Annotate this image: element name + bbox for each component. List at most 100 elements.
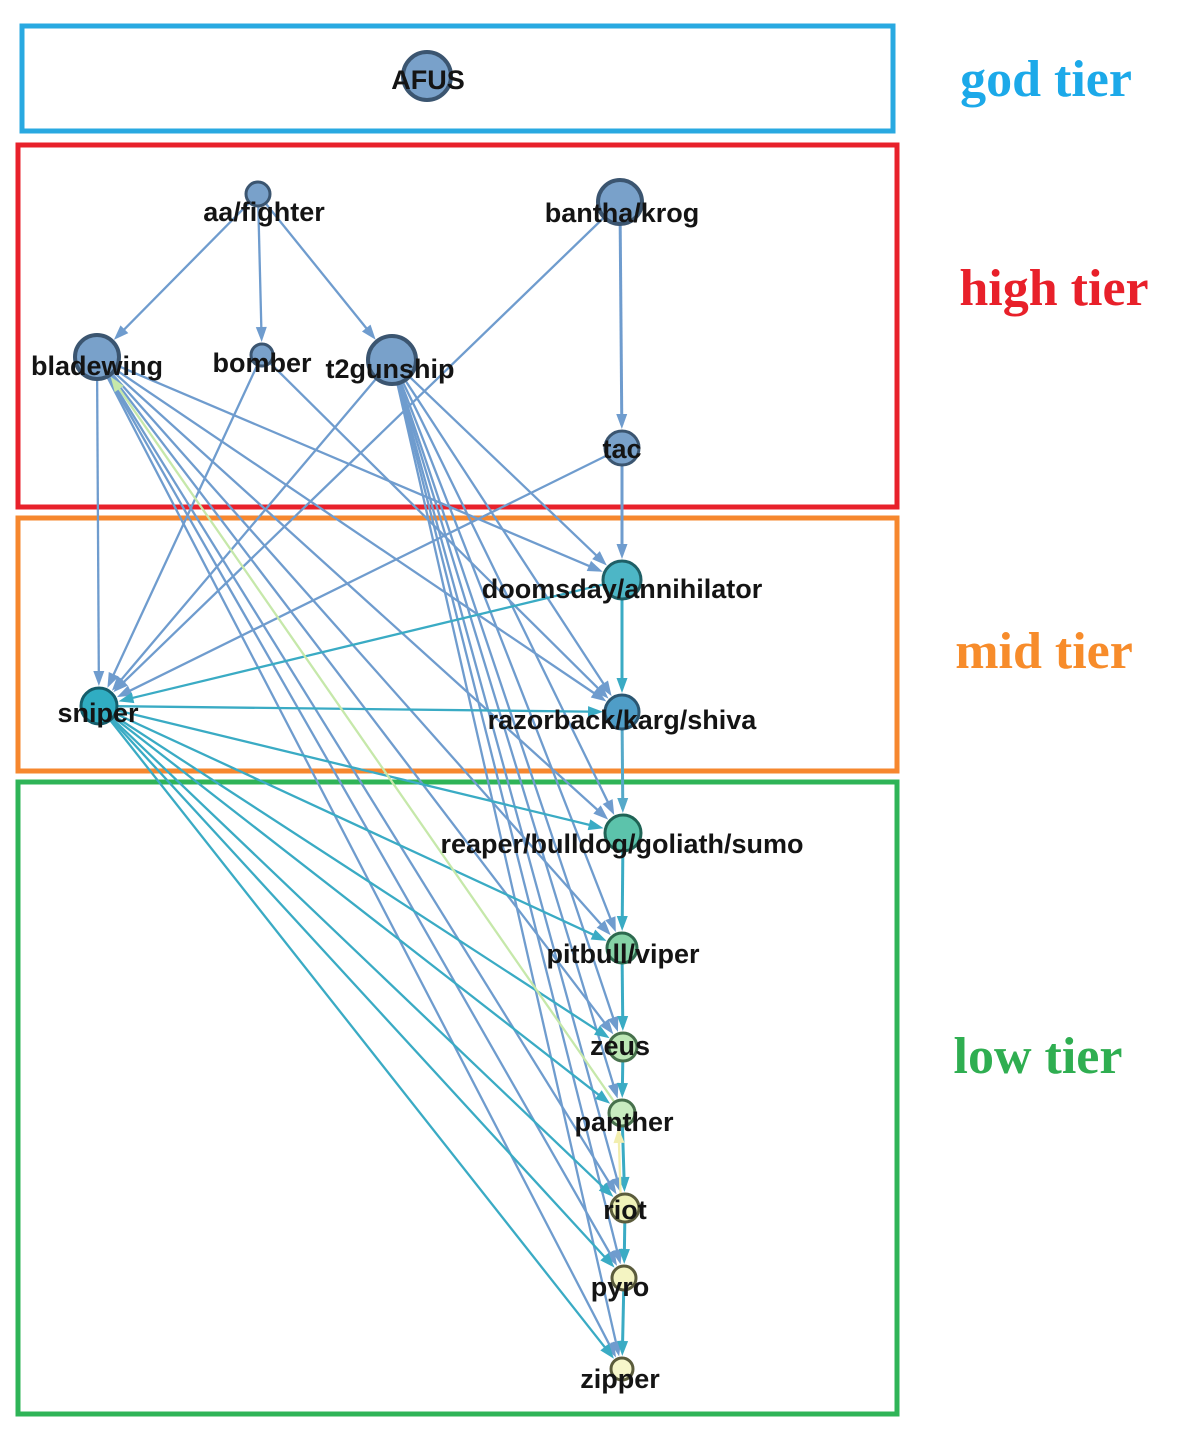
arrowhead-bomber-sniper (107, 671, 119, 688)
edge-sniper-zipper (98, 705, 613, 1357)
arrowhead-bladewing-riot (603, 1178, 617, 1195)
node-label-razorback: razorback/karg/shiva (488, 705, 758, 735)
edge-bantha-sniper (115, 201, 621, 691)
arrowhead-t2gunship-pyro (611, 1248, 623, 1265)
arrowhead-doomsday-razorback (616, 678, 628, 693)
node-label-doomsday: doomsday/annihilator (482, 574, 763, 604)
arrowhead-sniper-zipper (600, 1343, 614, 1359)
node-label-tac: tac (602, 434, 641, 464)
arrowhead-doomsday-sniper (118, 692, 135, 704)
node-label-zeus: zeus (590, 1031, 650, 1061)
edge-sniper-pitbull (98, 704, 604, 941)
node-bomber (249, 342, 275, 368)
arrowhead-t2gunship-panther (607, 1082, 619, 1099)
arrowhead-aa_fighter-bomber (255, 326, 267, 343)
arrowhead-sniper-razorback (587, 706, 604, 718)
node-razorback (603, 693, 641, 731)
node-label-bomber: bomber (212, 348, 312, 378)
node-riot (609, 1192, 641, 1224)
arrowhead-reaper-pitbull (616, 915, 628, 932)
arrowhead-bladewing-razorback (590, 688, 607, 702)
node-label-zipper: zipper (580, 1364, 660, 1394)
arrowhead-bladewing-sniper (93, 670, 105, 687)
arrowhead-sniper-riot (598, 1182, 614, 1197)
arrowhead-t2gunship-zeus (607, 1015, 619, 1032)
arrowhead-sniper-reaper (587, 819, 604, 831)
arrowhead-razorback-reaper (617, 797, 629, 814)
node-label-afus: AFUS (391, 65, 465, 95)
node-label-riot: riot (603, 1195, 647, 1225)
edge-bladewing-doomsday (96, 355, 600, 572)
tier-label-high: high tier (959, 260, 1148, 317)
node-doomsday (601, 559, 643, 601)
tier-box-mid (15, 515, 900, 774)
arrowhead-aa_fighter-bladewing (113, 325, 129, 340)
tier-label-god: god tier (960, 51, 1132, 108)
edge-t2gunship-zeus (390, 359, 618, 1029)
edge-t2gunship-reaper (390, 359, 614, 812)
node-afus (401, 50, 453, 102)
edge-bladewing-sniper (95, 356, 101, 683)
node-sniper (79, 686, 119, 726)
node-label-t2gunship: t2gunship (326, 354, 455, 384)
node-label-aa_fighter: aa/fighter (203, 197, 325, 227)
arrowhead-panther-bladewing (110, 376, 124, 393)
arrowhead-bladewing-doomsday (586, 560, 603, 572)
edge-t2gunship-zipper (390, 359, 620, 1353)
node-label-reaper: reaper/bulldog/goliath/sumo (440, 829, 803, 859)
edge-sniper-pyro (98, 705, 613, 1266)
arrowhead-t2gunship-reaper (602, 799, 615, 816)
node-zeus (607, 1031, 639, 1063)
edge-aa_fighter-bladewing (115, 193, 259, 338)
tier-box-god (19, 23, 896, 134)
edge-t2gunship-sniper (113, 359, 393, 689)
arrowhead-t2gunship-razorback (598, 680, 612, 697)
node-reaper (603, 813, 643, 853)
edge-t2gunship-pyro (390, 359, 621, 1261)
edge-bomber-sniper (108, 354, 264, 685)
tier-box-low (15, 779, 900, 1417)
edge-aa_fighter-bomber (256, 193, 263, 339)
arrowhead-bladewing-zeus (599, 1019, 614, 1035)
edge-sniper-reaper (98, 704, 600, 829)
arrowhead-bomber-razorback (593, 684, 609, 699)
node-label-bladewing: bladewing (31, 351, 163, 381)
arrowhead-sniper-panther (594, 1090, 611, 1104)
node-pyro (610, 1264, 638, 1292)
edge-t2gunship-razorback (391, 359, 611, 694)
node-label-bantha: bantha/krog (545, 198, 700, 228)
edge-bladewing-pyro (96, 356, 617, 1263)
arrowhead-aa_fighter-t2gunship (361, 324, 376, 340)
edge-sniper-panther (98, 705, 608, 1103)
node-zipper (609, 1356, 635, 1382)
arrowhead-zeus-panther (616, 1082, 628, 1099)
tier-label-mid: mid tier (955, 623, 1133, 680)
arrowhead-t2gunship-sniper (111, 675, 126, 691)
node-t2gunship (366, 334, 418, 386)
edge-bladewing-zeus (96, 356, 612, 1032)
arrowhead-t2gunship-doomsday (592, 551, 607, 566)
edge-tac-sniper (120, 446, 623, 697)
node-label-pitbull: pitbull/viper (546, 939, 700, 969)
edge-sniper-riot (98, 705, 612, 1196)
arrowhead-riot-pyro (618, 1248, 630, 1265)
arrowhead-riot-panther (613, 1127, 625, 1144)
node-aa_fighter (244, 180, 272, 208)
arrowhead-bladewing-reaper (593, 805, 609, 820)
arrowhead-pyro-zipper (617, 1340, 629, 1357)
edge-sniper-razorback (98, 704, 600, 713)
node-bantha (596, 178, 644, 226)
arrowhead-sniper-pyro (600, 1252, 615, 1268)
edge-t2gunship-riot (390, 359, 621, 1190)
arrowhead-t2gunship-pitbull (605, 916, 616, 933)
edge-t2gunship-panther (390, 359, 618, 1096)
edge-bladewing-riot (96, 356, 616, 1192)
edge-t2gunship-doomsday (391, 359, 605, 564)
node-bladewing (73, 333, 121, 381)
edge-bladewing-razorback (96, 356, 604, 701)
node-pitbull (605, 931, 639, 965)
arrowhead-pitbull-zeus (617, 1015, 629, 1032)
edge-aa_fighter-t2gunship (257, 193, 375, 338)
edge-sniper-zeus (98, 705, 607, 1038)
